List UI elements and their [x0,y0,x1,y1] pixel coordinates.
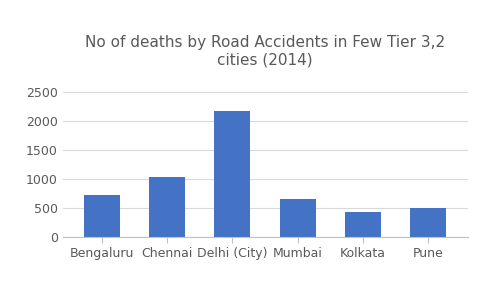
Title: No of deaths by Road Accidents in Few Tier 3,2
cities (2014): No of deaths by Road Accidents in Few Ti… [85,35,445,67]
Bar [410,208,446,237]
Bar [214,111,251,237]
Bar [149,177,185,237]
Bar [345,212,381,237]
Bar [280,199,316,237]
Bar [84,195,120,237]
